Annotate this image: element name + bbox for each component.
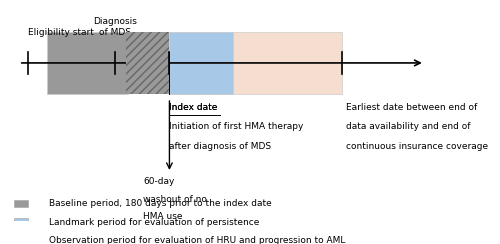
- Text: HMA use: HMA use: [143, 213, 182, 221]
- Text: continuous insurance coverage: continuous insurance coverage: [346, 142, 488, 151]
- Text: after diagnosis of MDS: after diagnosis of MDS: [170, 142, 272, 151]
- Text: 60-day: 60-day: [143, 177, 174, 186]
- Text: washout of no: washout of no: [143, 195, 207, 204]
- Text: Baseline period, 180 days prior to the index date: Baseline period, 180 days prior to the i…: [50, 199, 272, 208]
- Text: Index date: Index date: [170, 102, 218, 112]
- FancyBboxPatch shape: [170, 32, 232, 94]
- Text: data availability and end of: data availability and end of: [346, 122, 470, 131]
- Text: Index date: Index date: [170, 102, 218, 112]
- FancyBboxPatch shape: [14, 200, 28, 207]
- Text: Initiation of first HMA therapy: Initiation of first HMA therapy: [170, 122, 304, 131]
- Text: Diagnosis
of MDS: Diagnosis of MDS: [93, 17, 137, 37]
- FancyBboxPatch shape: [170, 32, 342, 94]
- Text: Landmark period for evaluation of persistence: Landmark period for evaluation of persis…: [50, 218, 260, 227]
- Text: Observation period for evaluation of HRU and progression to AML: Observation period for evaluation of HRU…: [50, 236, 346, 244]
- FancyBboxPatch shape: [14, 218, 28, 226]
- FancyBboxPatch shape: [14, 237, 28, 244]
- FancyBboxPatch shape: [47, 32, 128, 94]
- Text: Eligibility start: Eligibility start: [28, 28, 94, 37]
- FancyBboxPatch shape: [126, 32, 170, 94]
- Text: Earliest date between end of: Earliest date between end of: [346, 102, 478, 112]
